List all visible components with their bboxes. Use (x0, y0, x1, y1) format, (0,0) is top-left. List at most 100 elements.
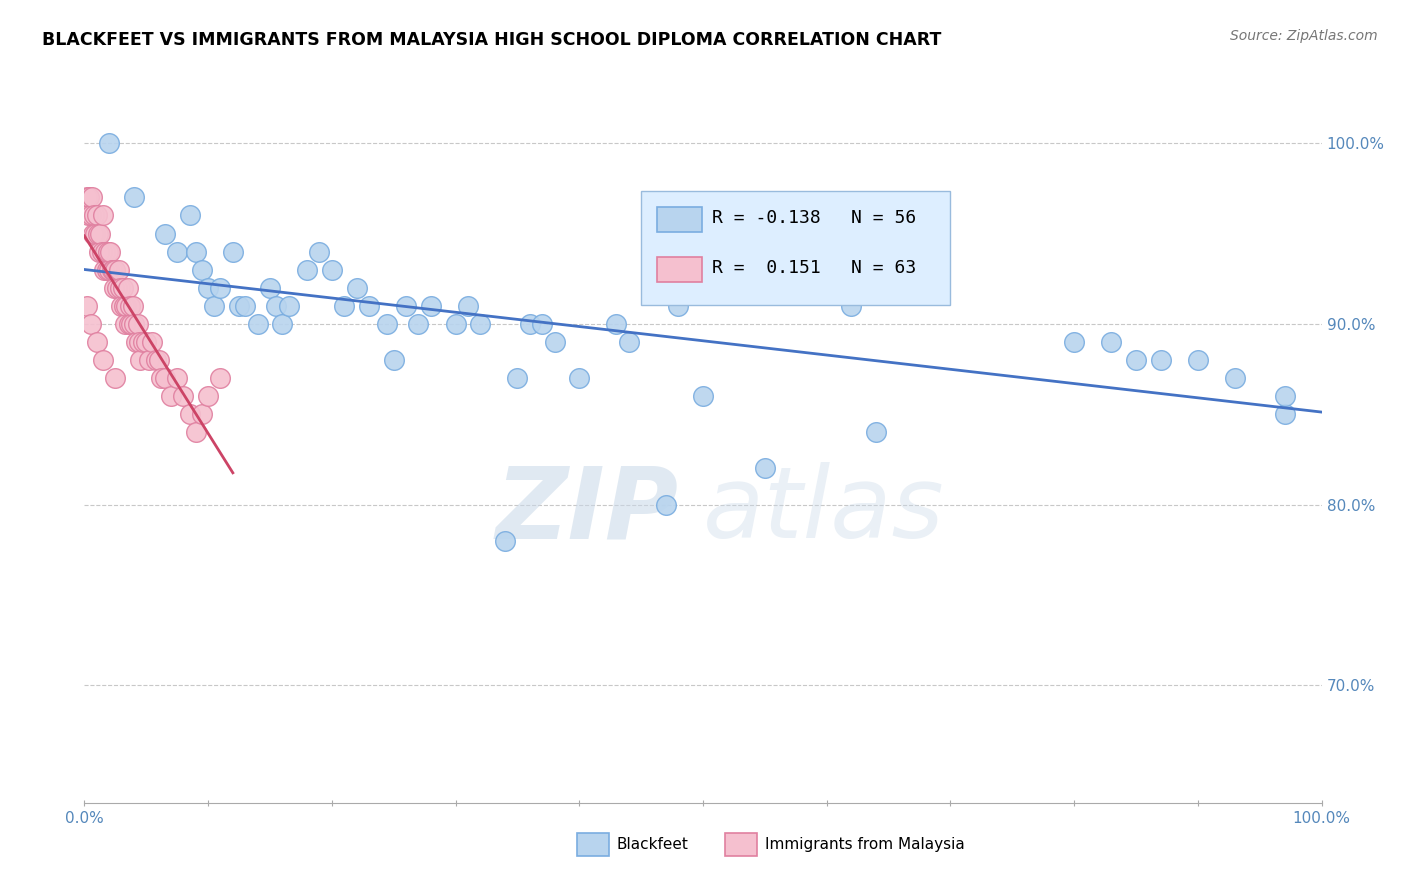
Point (148, 353, 170, 368)
Point (395, 299, 418, 313)
Text: R = -0.138: R = -0.138 (711, 209, 821, 227)
Point (115, 299, 138, 313)
Point (184, 244, 207, 259)
FancyBboxPatch shape (725, 833, 758, 856)
Point (89, 244, 111, 259)
Text: N = 63: N = 63 (852, 259, 917, 277)
Point (108, 262, 131, 277)
Point (150, 371, 173, 385)
Point (346, 281, 368, 295)
Point (264, 299, 287, 313)
Point (184, 425, 207, 440)
Point (277, 299, 299, 313)
Point (86, 334, 108, 349)
Point (77, 209, 100, 223)
Point (166, 244, 188, 259)
Point (80, 190, 103, 204)
Point (90, 244, 112, 259)
Point (79, 190, 101, 204)
Point (815, 227, 838, 241)
Point (86, 209, 108, 223)
Text: ZIP: ZIP (495, 462, 678, 559)
Point (91, 209, 114, 223)
Point (105, 281, 128, 295)
Point (122, 317, 145, 331)
Point (141, 334, 163, 349)
Point (127, 317, 149, 331)
Point (93, 262, 115, 277)
Point (97, 244, 120, 259)
Text: Blackfeet: Blackfeet (616, 837, 689, 852)
Point (506, 371, 529, 385)
Point (120, 299, 142, 313)
Point (377, 317, 399, 331)
Point (131, 334, 153, 349)
Point (617, 334, 640, 349)
Point (166, 371, 188, 385)
Point (321, 262, 343, 277)
Point (114, 317, 136, 331)
Point (129, 353, 152, 368)
Point (655, 498, 678, 512)
Point (121, 299, 143, 313)
Point (128, 334, 150, 349)
Point (457, 299, 479, 313)
Point (153, 227, 176, 241)
Text: Source: ZipAtlas.com: Source: ZipAtlas.com (1230, 29, 1378, 43)
Point (122, 190, 145, 204)
Point (209, 281, 232, 295)
Point (295, 262, 318, 277)
Point (89, 227, 111, 241)
Point (357, 299, 380, 313)
Point (246, 317, 269, 331)
Point (153, 371, 176, 385)
Point (754, 461, 776, 475)
Point (91, 353, 114, 368)
Point (79, 317, 101, 331)
Point (543, 334, 565, 349)
Point (1274, 389, 1296, 403)
Point (94, 244, 117, 259)
Point (82, 227, 104, 241)
Point (209, 371, 232, 385)
Point (233, 299, 256, 313)
Point (333, 299, 356, 313)
Text: N = 56: N = 56 (852, 209, 917, 227)
Point (1274, 407, 1296, 421)
Point (100, 262, 122, 277)
Point (104, 262, 127, 277)
Point (1187, 353, 1209, 368)
Point (98, 244, 121, 259)
Point (101, 262, 124, 277)
Point (1125, 353, 1147, 368)
Point (865, 425, 887, 440)
Point (197, 281, 219, 295)
Point (145, 353, 167, 368)
FancyBboxPatch shape (657, 207, 702, 232)
Point (444, 317, 467, 331)
Point (222, 244, 245, 259)
Point (519, 317, 541, 331)
Point (103, 281, 125, 295)
Point (135, 334, 157, 349)
Point (110, 299, 132, 313)
Point (202, 299, 225, 313)
Point (96, 262, 118, 277)
Point (83, 209, 105, 223)
Point (531, 317, 554, 331)
Point (419, 299, 441, 313)
Point (191, 407, 214, 421)
Point (84, 227, 107, 241)
Point (605, 317, 627, 331)
Point (112, 299, 135, 313)
Point (494, 533, 516, 548)
Point (408, 317, 430, 331)
Point (308, 244, 330, 259)
Text: Immigrants from Malaysia: Immigrants from Malaysia (765, 837, 965, 852)
Point (118, 317, 141, 331)
Point (160, 389, 183, 403)
Point (111, 281, 134, 295)
Point (1099, 334, 1122, 349)
Point (271, 317, 294, 331)
Point (76, 190, 98, 204)
